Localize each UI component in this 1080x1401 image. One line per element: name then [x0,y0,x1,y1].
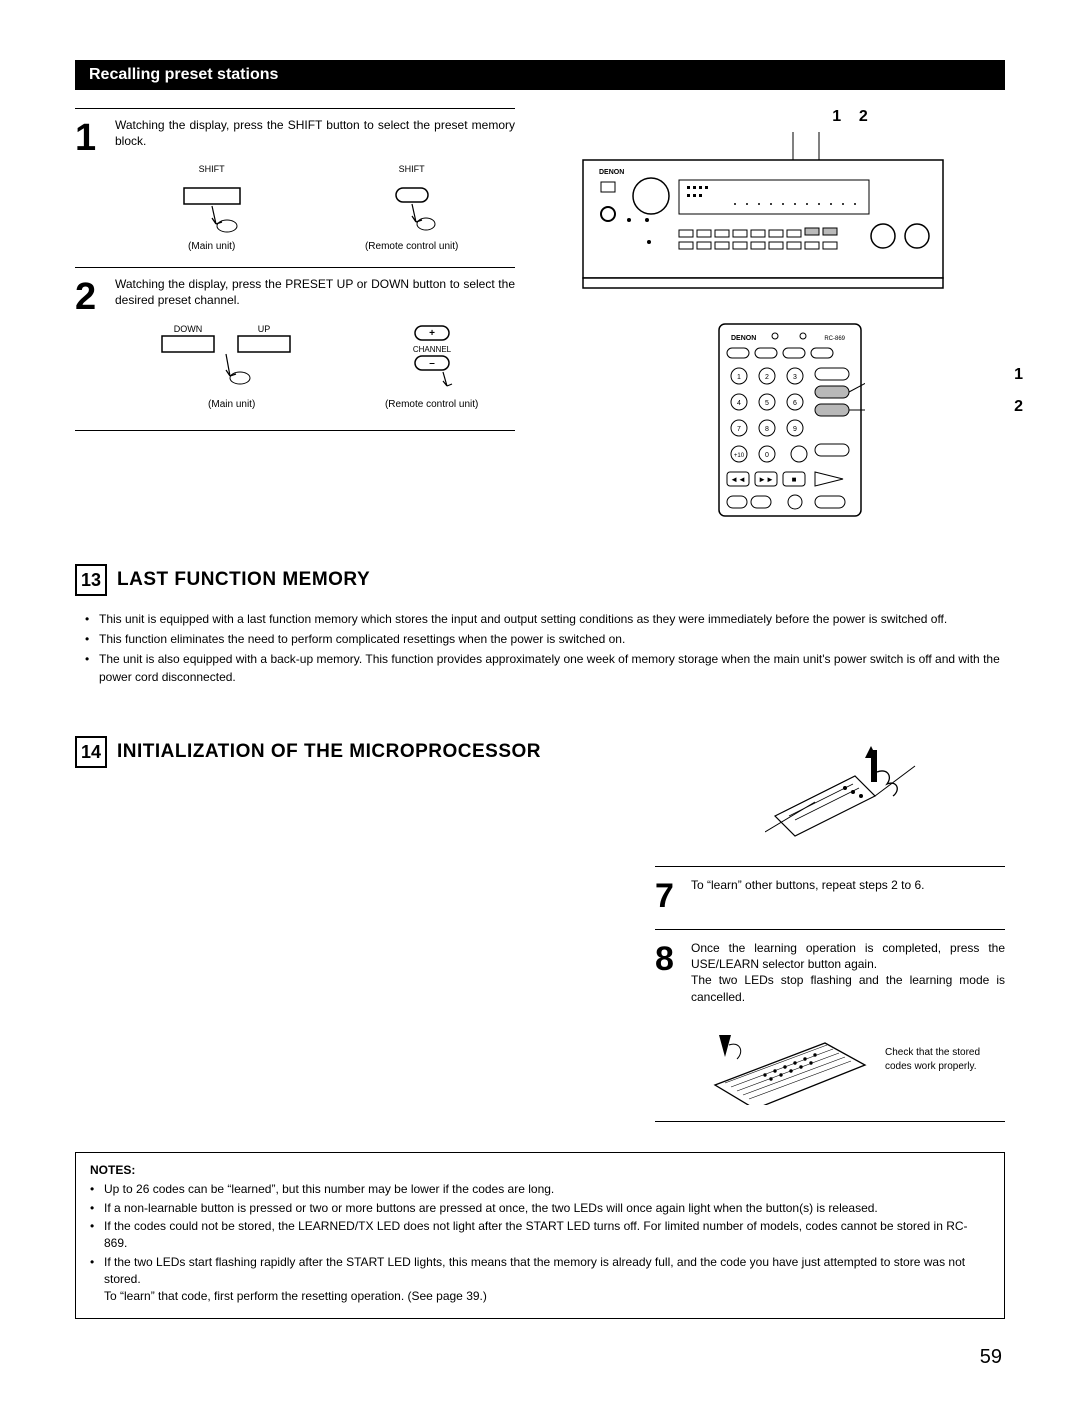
section-14-row: 14 INITIALIZATION OF THE MICROPROCESSOR … [75,736,1005,1122]
diagram-shift-remote: SHIFT (Remote control unit) [365,163,458,253]
svg-text:2: 2 [765,374,769,381]
label-shift-main: SHIFT [199,163,225,175]
caption-main-unit-1: (Main unit) [188,240,235,254]
section-13-header: 13 LAST FUNCTION MEMORY [75,564,1005,596]
press-remote-icon [691,1015,871,1105]
svg-text:9: 9 [793,426,797,433]
svg-text:8: 8 [765,426,769,433]
step-2-number: 2 [75,276,115,412]
page-number: 59 [980,1346,1002,1369]
caption-main-unit-2: (Main unit) [208,398,255,412]
step-1: 1 Watching the display, press the SHIFT … [75,108,515,267]
section-13-num: 13 [75,564,107,596]
section-14-title: INITIALIZATION OF THE MICROPROCESSOR [117,741,541,763]
section-13-title: LAST FUNCTION MEMORY [117,569,370,591]
svg-text:4: 4 [737,400,741,407]
step-2-text: Watching the display, press the PRESET U… [115,276,515,308]
svg-text:5: 5 [765,400,769,407]
step-8-body: Once the learning operation is completed… [691,940,1005,1105]
diagram-preset-main: DOWN UP (Main unit) [152,322,312,412]
callout-1: 1 [832,108,841,125]
preset-main-icon: DOWN UP [152,322,312,392]
s13-bullet-2: This function eliminates the need to per… [85,630,1005,648]
svg-text:RC-869: RC-869 [824,336,845,342]
two-column-layout: 1 Watching the display, press the SHIFT … [75,108,1005,520]
svg-text:+: + [429,328,435,339]
left-column: 1 Watching the display, press the SHIFT … [75,108,515,520]
callout-2: 2 [859,108,868,125]
step-7-num: 7 [655,877,691,913]
step-1-diagrams: SHIFT (Main unit) SHIFT [115,163,515,253]
notes-item-4: If the two LEDs start flashing rapidly a… [90,1254,990,1304]
front-panel-icon: DENON [575,130,955,300]
notes-title: NOTES: [90,1163,990,1177]
s13-bullet-3: The unit is also equipped with a back-up… [85,650,1005,686]
section-header-recalling: Recalling preset stations [75,60,1005,90]
svg-text:CHANNEL: CHANNEL [413,345,452,354]
diagram-preset-remote: + CHANNEL – (Remote control unit) [385,322,478,412]
remote-callout-1: 1 [1014,366,1023,384]
svg-text:7: 7 [737,426,741,433]
step-7-body: To “learn” other buttons, repeat steps 2… [691,877,1005,913]
step-1-number: 1 [75,117,115,253]
svg-text:DOWN: DOWN [173,324,202,334]
svg-text:►►: ►► [758,475,774,484]
label-shift-remote: SHIFT [399,163,425,175]
pointing-remote-icon [765,736,925,856]
section-14-header: 14 INITIALIZATION OF THE MICROPROCESSOR [75,736,595,768]
step-1-body: Watching the display, press the SHIFT bu… [115,117,515,253]
step-8: 8 Once the learning operation is complet… [655,929,1005,1121]
notes-item-1: Up to 26 codes can be “learned”, but thi… [90,1181,990,1198]
svg-text:■: ■ [792,475,797,484]
step-8-text: Once the learning operation is completed… [691,940,1005,1005]
notes-box: NOTES: Up to 26 codes can be “learned”, … [75,1152,1005,1320]
shift-main-icon [172,182,252,234]
svg-text:+10: +10 [734,453,745,459]
step-1-text: Watching the display, press the SHIFT bu… [115,117,515,149]
step-8-num: 8 [655,940,691,1105]
remote-control-icon: DENON RC-869 1 2 3 4 5 6 7 8 9 +10 0 [715,320,865,520]
remote-callout-2: 2 [1014,398,1023,416]
svg-text:0: 0 [765,452,769,459]
step-2-body: Watching the display, press the PRESET U… [115,276,515,412]
svg-text:DENON: DENON [599,169,624,176]
step-2-diagrams: DOWN UP (Main unit) + C [115,322,515,412]
notes-list: Up to 26 codes can be “learned”, but thi… [90,1181,990,1305]
s13-bullet-1: This unit is equipped with a last functi… [85,610,1005,628]
svg-text:UP: UP [257,324,270,334]
step-8-caption: Check that the stored codes work properl… [885,1046,1005,1073]
svg-text:◄◄: ◄◄ [730,475,746,484]
svg-text:DENON: DENON [731,335,756,342]
step-7: 7 To “learn” other buttons, repeat steps… [655,866,1005,929]
preset-remote-icon: + CHANNEL – [397,322,467,392]
svg-text:6: 6 [793,400,797,407]
shift-remote-icon [382,182,442,234]
diagram-shift-main: SHIFT (Main unit) [172,163,252,253]
notes-item-2: If a non-learnable button is pressed or … [90,1200,990,1217]
rule-under-step8 [655,1121,1005,1122]
section-14-left: 14 INITIALIZATION OF THE MICROPROCESSOR [75,736,595,1122]
section-13-bullets: This unit is equipped with a last functi… [75,610,1005,686]
svg-text:1: 1 [737,374,741,381]
step-7-text: To “learn” other buttons, repeat steps 2… [691,878,924,892]
remote-wrapper: DENON RC-869 1 2 3 4 5 6 7 8 9 +10 0 [575,320,1005,520]
svg-text:–: – [429,358,435,369]
caption-remote-1: (Remote control unit) [365,240,458,254]
svg-text:3: 3 [793,374,797,381]
section-14-num: 14 [75,736,107,768]
step-2: 2 Watching the display, press the PRESET… [75,267,515,426]
step-8-diagram: Check that the stored codes work properl… [691,1015,1005,1105]
notes-item-3: If the codes could not be stored, the LE… [90,1218,990,1252]
rule-under-steps [75,430,515,431]
callout-row-top: 1 2 [695,108,1005,126]
section-14-right: 7 To “learn” other buttons, repeat steps… [655,736,1005,1122]
right-column: 1 2 DENON [575,108,1005,520]
caption-remote-2: (Remote control unit) [385,398,478,412]
